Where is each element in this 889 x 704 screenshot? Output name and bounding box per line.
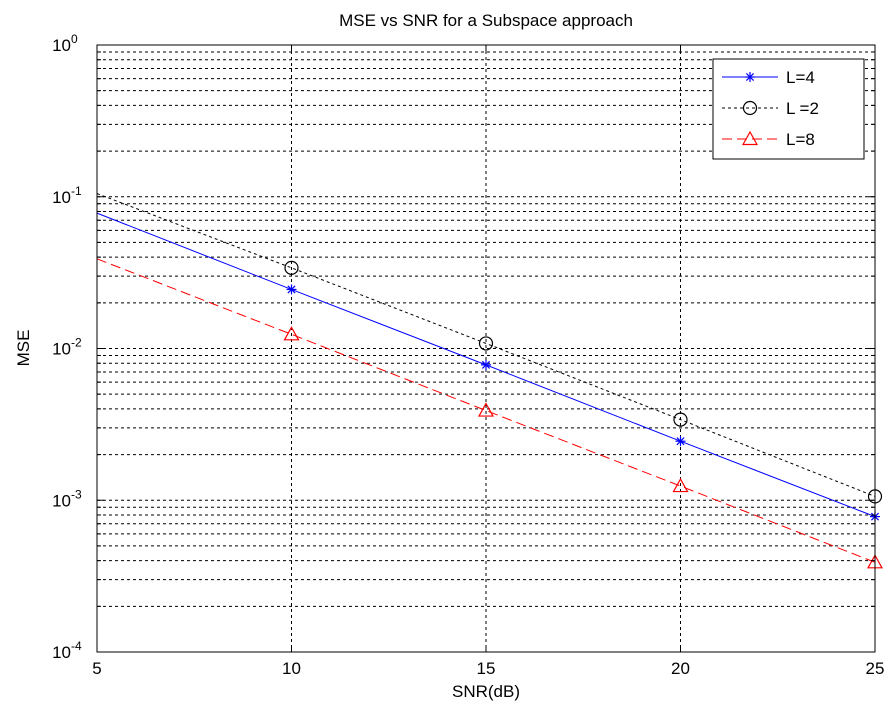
y-tick-base: 10 — [52, 491, 71, 510]
y-tick-label: 10 — [52, 340, 71, 359]
data-point-circle — [284, 260, 299, 275]
y-tick-base: 10 — [52, 340, 71, 359]
asterisk-stroke — [287, 285, 296, 294]
x-tick-label: 15 — [477, 659, 496, 678]
y-tick-label: 10 — [52, 643, 71, 662]
y-axis-label: MSE — [14, 330, 33, 367]
legend-label: L=8 — [786, 130, 815, 149]
asterisk-stroke — [745, 72, 755, 82]
data-point-circle — [673, 412, 688, 427]
legend: L=4 L =2 L=8 — [712, 58, 865, 160]
legend-box — [712, 58, 865, 160]
x-axis-label: SNR(dB) — [452, 682, 520, 701]
data-point-triangle — [672, 477, 689, 493]
data-point-asterisk — [745, 72, 755, 82]
data-point-triangle — [283, 326, 300, 341]
series-layer — [96, 193, 884, 569]
data-point-asterisk — [481, 359, 491, 370]
data-point-circle — [478, 336, 494, 351]
y-tick-exponent: 0 — [71, 32, 78, 46]
asterisk-stroke — [676, 437, 685, 446]
data-point-circle — [742, 100, 758, 116]
y-tick-label: 10 — [52, 491, 71, 510]
y-tick-exponent: -3 — [71, 487, 82, 501]
y-tick-base: 10 — [52, 36, 71, 55]
legend-label: L=4 — [786, 68, 815, 87]
y-tick-base: 10 — [52, 188, 71, 207]
y-tick-exponent: -1 — [71, 184, 82, 198]
series-line — [96, 258, 876, 563]
data-point-triangle — [741, 130, 759, 146]
legend-label: L =2 — [786, 99, 819, 118]
chart-title: MSE vs SNR for a Subspace approach — [339, 11, 633, 30]
y-tick-label: 10 — [52, 188, 71, 207]
x-tick-label: 20 — [671, 659, 690, 678]
asterisk-stroke — [481, 360, 491, 369]
y-tick-exponent: -4 — [71, 639, 82, 653]
series-line — [96, 193, 876, 497]
x-tick-label: 5 — [92, 659, 101, 678]
y-tick-base: 10 — [52, 643, 71, 662]
series-asterisk — [96, 212, 880, 522]
data-point-triangle — [477, 402, 495, 417]
x-tick-label: 25 — [866, 659, 885, 678]
y-tick-exponent: -2 — [71, 336, 82, 350]
data-point-asterisk — [286, 284, 297, 295]
data-point-asterisk — [675, 436, 686, 447]
x-tick-label: 10 — [282, 659, 301, 678]
y-tick-label: 10 — [52, 36, 71, 55]
